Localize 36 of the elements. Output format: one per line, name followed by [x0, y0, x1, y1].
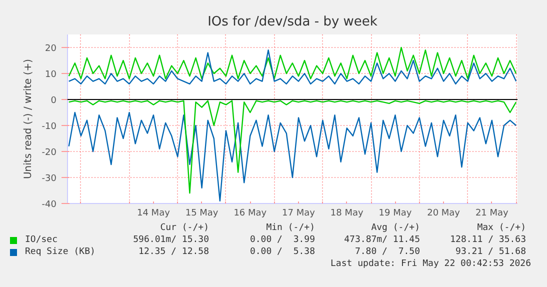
y-tick-label: -30	[42, 174, 57, 184]
y-tick-label: -10	[42, 122, 57, 132]
legend-label: Req Size (KB)	[25, 247, 96, 257]
line-series	[68, 50, 517, 84]
text: 93.21 / 51.68	[456, 247, 526, 257]
text: 128.11 / 35.63	[450, 235, 526, 245]
x-tick-label: 18 May	[330, 208, 364, 218]
chart-title: IOs for /dev/sda - by week	[208, 14, 378, 30]
text: Max (-/+)	[477, 223, 526, 233]
x-tick-label: 17 May	[282, 208, 316, 218]
x-tick-label: 16 May	[234, 208, 268, 218]
text: 473.87m/ 11.45	[344, 235, 420, 245]
y-tick-label: 20	[45, 44, 57, 54]
text: 0.00 / 5.38	[250, 247, 315, 257]
y-tick-label: -20	[42, 148, 57, 158]
text: 7.80 / 7.50	[354, 247, 420, 257]
legend-label: IO/sec	[25, 235, 58, 245]
x-tick-label: 20 May	[427, 208, 461, 218]
x-tick-label: 14 May	[137, 208, 171, 218]
line-series	[68, 100, 517, 194]
x-tick-label: 19 May	[378, 208, 412, 218]
text: Last update: Fri May 22 00:42:53 2026	[330, 259, 531, 269]
line-series	[68, 112, 517, 202]
text: 0.00 / 3.99	[250, 235, 315, 245]
x-tick-label: 21 May	[475, 208, 510, 218]
y-tick-label: 0	[50, 96, 57, 106]
y-tick-label: 10	[45, 70, 57, 80]
x-tick-label: 15 May	[185, 208, 219, 218]
text: Cur (-/+)	[160, 223, 209, 233]
y-axis-title: Units read (-) / write (+)	[22, 58, 34, 180]
line-series	[68, 46, 517, 80]
text: Avg (-/+)	[371, 223, 420, 233]
text: Min (-/+)	[266, 223, 315, 233]
y-tick-label: -40	[42, 200, 57, 210]
text: 12.35 / 12.58	[138, 247, 209, 257]
text: 596.01m/ 15.30	[133, 235, 209, 245]
